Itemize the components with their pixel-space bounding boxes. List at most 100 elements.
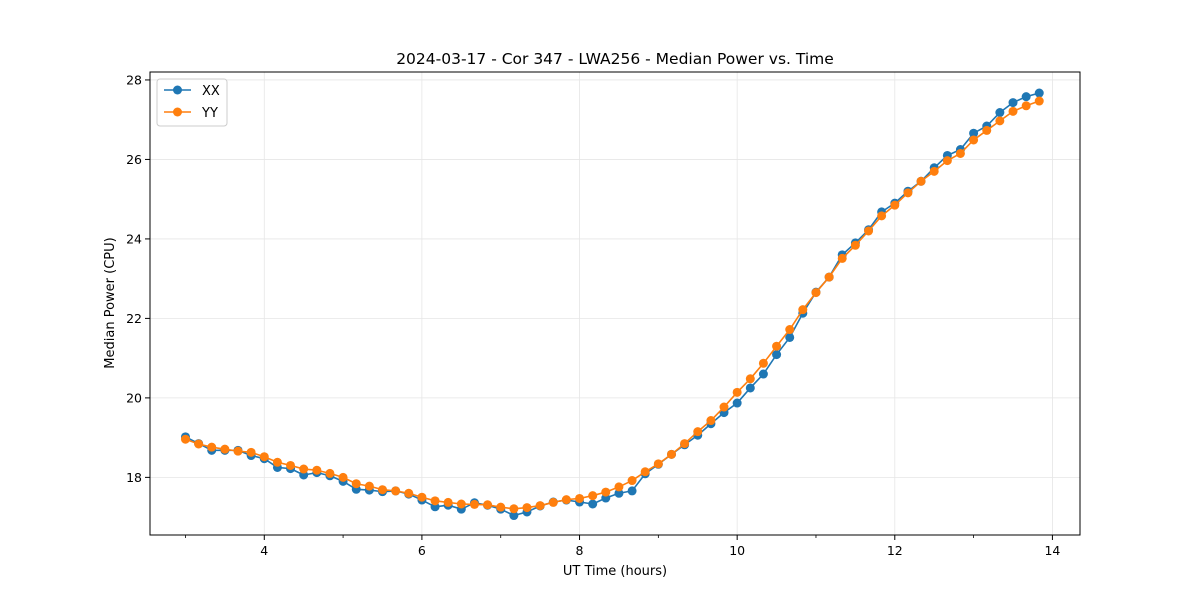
data-point-yy (1021, 101, 1031, 111)
data-point-yy (706, 416, 716, 426)
data-point-yy (417, 492, 427, 502)
data-point-yy (180, 434, 190, 444)
data-point-yy (272, 457, 282, 467)
data-point-xx (745, 383, 755, 393)
data-point-yy (785, 325, 795, 335)
data-point-xx (969, 128, 979, 138)
data-point-yy (233, 446, 243, 456)
data-point-yy (864, 226, 874, 236)
data-point-yy (561, 495, 571, 505)
data-point-yy (456, 499, 466, 509)
data-point-yy (955, 148, 965, 158)
data-point-yy (916, 176, 926, 186)
legend-marker-xx (173, 85, 182, 95)
data-point-yy (535, 501, 545, 511)
data-point-yy (772, 341, 782, 351)
x-axis: 4 6 8 10 12 14 (185, 535, 1060, 558)
data-point-yy (246, 447, 256, 457)
series-yy (180, 96, 1044, 514)
x-tick-label: 12 (887, 543, 903, 558)
data-point-yy (890, 200, 900, 210)
data-point-xx (1034, 88, 1044, 98)
data-point-yy (1008, 106, 1018, 116)
data-point-xx (614, 488, 624, 498)
data-point-xx (1008, 98, 1018, 108)
y-axis: 18 20 22 24 26 28 (126, 72, 150, 485)
data-point-yy (798, 305, 808, 315)
data-point-yy (496, 502, 506, 512)
chart-title: 2024-03-17 - Cor 347 - LWA256 - Median P… (396, 50, 834, 68)
y-tick-label: 20 (126, 390, 142, 405)
data-point-yy (995, 116, 1005, 126)
data-point-yy (811, 288, 821, 298)
x-tick-label: 4 (260, 543, 268, 558)
data-point-yy (601, 487, 611, 497)
grid-lines (150, 72, 1080, 535)
data-point-yy (312, 465, 322, 475)
data-point-yy (194, 439, 204, 449)
legend: XX YY (156, 78, 228, 127)
data-point-yy (614, 482, 624, 492)
data-point-yy (640, 467, 650, 477)
data-point-yy (929, 166, 939, 176)
data-point-yy (469, 499, 479, 509)
data-point-yy (732, 387, 742, 397)
data-point-yy (653, 459, 663, 469)
data-point-yy (338, 472, 348, 482)
x-axis-label: UT Time (hours) (563, 564, 667, 579)
data-point-yy (850, 240, 860, 250)
data-point-yy (286, 460, 296, 470)
data-point-yy (404, 488, 414, 498)
data-point-xx (785, 332, 795, 342)
x-tick-label: 6 (418, 543, 426, 558)
y-axis-label: Median Power (CPU) (103, 237, 118, 368)
y-tick-label: 24 (126, 231, 142, 246)
data-point-yy (837, 253, 847, 263)
data-point-yy (325, 468, 335, 478)
data-point-yy (667, 449, 677, 459)
data-point-yy (588, 491, 598, 501)
data-point-yy (903, 188, 913, 198)
data-point-yy (758, 358, 768, 368)
data-point-yy (969, 135, 979, 145)
data-point-xx (758, 369, 768, 379)
data-point-xx (732, 398, 742, 408)
x-tick-label: 10 (729, 543, 745, 558)
data-point-yy (207, 442, 217, 452)
data-point-yy (299, 464, 309, 474)
data-point-xx (1021, 92, 1031, 102)
data-point-xx (588, 499, 598, 509)
legend-label-xx: XX (202, 84, 220, 99)
data-point-yy (509, 504, 519, 514)
data-point-xx (509, 511, 519, 521)
data-point-yy (391, 486, 401, 496)
data-point-yy (575, 493, 585, 503)
x-tick-label: 14 (1044, 543, 1060, 558)
data-point-yy (220, 444, 230, 454)
data-point-yy (364, 481, 374, 491)
data-point-yy (982, 125, 992, 135)
x-tick-label: 8 (576, 543, 584, 558)
legend-marker-yy (173, 107, 182, 117)
data-point-yy (1034, 96, 1044, 106)
data-point-yy (259, 452, 269, 462)
series-layer (180, 88, 1044, 521)
data-point-yy (693, 427, 703, 437)
data-point-yy (719, 402, 729, 412)
data-point-yy (522, 503, 532, 513)
plot-frame (149, 71, 1081, 536)
y-tick-label: 18 (126, 470, 142, 485)
y-tick-label: 28 (126, 72, 142, 87)
data-point-yy (443, 497, 453, 507)
data-point-xx (772, 350, 782, 360)
data-point-yy (627, 476, 637, 486)
data-point-yy (745, 374, 755, 384)
data-point-xx (627, 486, 637, 496)
legend-label-yy: YY (201, 106, 218, 121)
data-point-yy (680, 439, 690, 449)
data-point-yy (351, 479, 361, 489)
data-point-yy (430, 496, 440, 506)
data-point-yy (877, 211, 887, 221)
data-point-yy (548, 497, 558, 507)
